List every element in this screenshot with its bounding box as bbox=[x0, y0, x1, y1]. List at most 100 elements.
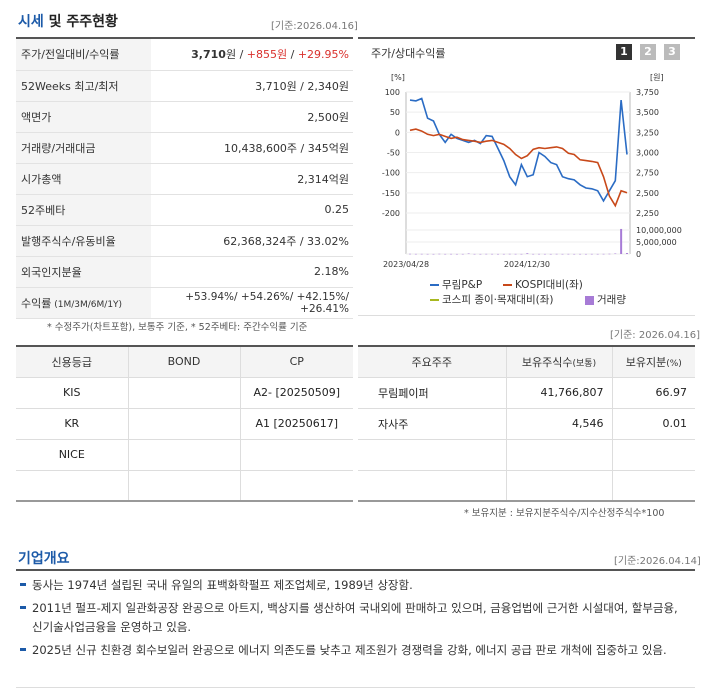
holder-name: 자사주 bbox=[358, 408, 506, 440]
credit-row: KIS A2- [20250509] bbox=[16, 376, 353, 409]
holders-row bbox=[358, 470, 695, 502]
volume-bar bbox=[538, 253, 541, 255]
credit-bond bbox=[127, 376, 241, 409]
legend-swatch bbox=[585, 295, 594, 305]
left-tick-label: 50 bbox=[390, 108, 400, 117]
volume-bar bbox=[438, 253, 441, 255]
quote-value: 2.18% bbox=[151, 256, 353, 288]
quote-label: 거래량/거래대금 bbox=[16, 132, 151, 164]
legend-volume: 거래량 bbox=[585, 292, 626, 307]
quote-row: 거래량/거래대금 10,438,600주 / 345억원 bbox=[16, 132, 353, 164]
holders-row: 무림페이퍼 41,766,807 66.97 bbox=[358, 377, 695, 409]
overview-title: 기업개요 bbox=[18, 551, 70, 567]
quote-value: 10,438,600주 / 345억원 bbox=[151, 132, 353, 164]
credit-header-row: 신용등급 BOND CP bbox=[16, 345, 353, 378]
right-tick-label: 2,750 bbox=[636, 169, 659, 178]
divider bbox=[16, 569, 695, 571]
volume-bar bbox=[502, 253, 505, 255]
legend-kospi: KOSPI대비(좌) bbox=[503, 277, 583, 292]
quote-value: 3,710원 / 2,340원 bbox=[151, 70, 353, 102]
quote-row: 시가총액 2,314억원 bbox=[16, 163, 353, 195]
left-axis-unit: [%] bbox=[391, 73, 405, 82]
right-tick-label: 2,250 bbox=[636, 209, 659, 218]
chart-title: 주가/상대수익률 bbox=[371, 47, 446, 60]
chart-tab-2[interactable]: 2 bbox=[640, 44, 656, 60]
credit-cp bbox=[239, 438, 353, 471]
x-tick-label: 2024/12/30 bbox=[504, 260, 550, 269]
quote-label: 수익률 (1M/3M/6M/1Y) bbox=[16, 287, 151, 319]
volume-bar bbox=[602, 253, 605, 255]
overview-bullet: 2011년 펄프-제지 일관화공장 완공으로 아트지, 백상지를 생산하여 국내… bbox=[20, 599, 690, 637]
quote-value: 62,368,324주 / 33.02% bbox=[151, 225, 353, 257]
credit-agency: KR bbox=[16, 407, 129, 440]
credit-header: CP bbox=[239, 345, 353, 378]
legend-label: 거래량 bbox=[597, 294, 626, 306]
chart-svg: [%] [원] 100 50 0 -50 -100 -150 -200 3,750 3,500 3… bbox=[382, 73, 682, 269]
holder-pct: 0.01 bbox=[611, 408, 695, 440]
volume-bar bbox=[514, 253, 517, 255]
quote-row: 주가/전일대비/수익률 3,710원 / +855원 / +29.95% bbox=[16, 39, 353, 71]
volume-bar bbox=[473, 253, 476, 255]
quote-label: 외국인지분율 bbox=[16, 256, 151, 288]
quote-table: 주가/전일대비/수익률 3,710원 / +855원 / +29.95% 52W… bbox=[16, 39, 353, 319]
volume-bar bbox=[479, 253, 482, 255]
holder-pct bbox=[611, 439, 695, 471]
credit-agency bbox=[16, 469, 129, 502]
holders-header-sub: (보통) bbox=[572, 358, 597, 369]
volume-bar bbox=[426, 253, 429, 255]
quote-footnote: * 수정주가(차트포함), 보통주 기준, * 52주베타: 주간수익률 기준 bbox=[47, 322, 308, 333]
overview-bullet: 2025년 신규 친환경 회수보일러 완공으로 에너지 의존도를 낮추고 제조원… bbox=[20, 641, 690, 660]
right-tick-label: 3,750 bbox=[636, 88, 659, 97]
volume-bar bbox=[596, 253, 599, 255]
quote-label: 52Weeks 최고/최저 bbox=[16, 70, 151, 102]
credit-header: 신용등급 bbox=[16, 345, 129, 378]
volume-bar bbox=[450, 253, 453, 255]
holders-row: 자사주 4,546 0.01 bbox=[358, 408, 695, 440]
right-tick-label: 3,000 bbox=[636, 149, 659, 158]
quote-value: 3,710원 / +855원 / +29.95% bbox=[151, 39, 353, 71]
volume-bar bbox=[555, 253, 558, 255]
left-tick-label: 100 bbox=[385, 88, 400, 97]
holders-header-text: 보유주식수 bbox=[521, 355, 573, 369]
chart-tab-3[interactable]: 3 bbox=[664, 44, 680, 60]
volume-bar bbox=[614, 253, 617, 255]
volume-bar bbox=[573, 253, 576, 255]
legend-stock: 무림P&P bbox=[430, 277, 482, 292]
holders-header-sub: (%) bbox=[666, 358, 682, 369]
chart-tab-1[interactable]: 1 bbox=[616, 44, 632, 60]
section-title-quote: 시세 및 주주현황 bbox=[18, 11, 118, 31]
holder-pct bbox=[611, 470, 695, 502]
volume-bar bbox=[526, 253, 529, 254]
sep: / bbox=[287, 48, 298, 62]
volume-bar bbox=[420, 253, 423, 255]
volume-bar bbox=[496, 253, 499, 255]
quote-label: 액면가 bbox=[16, 101, 151, 133]
holders-footnote: * 보유지분 : 보유지분주식수/지수산정주식수*100 bbox=[464, 508, 665, 519]
holders-date: [기준: 2026.04.16] bbox=[610, 330, 701, 341]
volume-tick-label: 10,000,000 bbox=[636, 226, 682, 235]
holders-header-row: 주요주주 보유주식수(보통) 보유지분(%) bbox=[358, 346, 695, 378]
price-unit: 원 bbox=[225, 48, 237, 62]
volume-bar bbox=[626, 253, 628, 254]
chart-panel bbox=[358, 37, 695, 316]
quote-value: +53.94%/ +54.26%/ +42.15%/ +26.41% bbox=[151, 287, 353, 319]
volume-bar bbox=[532, 253, 535, 255]
volume-bar bbox=[444, 253, 447, 255]
overview-date: [기준:2026.04.14] bbox=[614, 556, 701, 567]
credit-bond bbox=[127, 438, 241, 471]
legend-label: 무림P&P bbox=[442, 279, 483, 291]
legend-label: KOSPI대비(좌) bbox=[515, 279, 583, 291]
legend-label: 코스피 종이·목재대비(좌) bbox=[442, 294, 554, 306]
quote-label: 발행주식수/유동비율 bbox=[16, 225, 151, 257]
holders-header: 주요주주 bbox=[358, 346, 506, 378]
quote-date: [기준:2026.04.16] bbox=[271, 21, 358, 32]
price-value: 3,710 bbox=[191, 48, 226, 62]
credit-header: BOND bbox=[127, 345, 241, 378]
left-tick-label: -200 bbox=[382, 209, 400, 218]
credit-table: 신용등급 BOND CP KIS A2- [20250509] KR A1 [202… bbox=[16, 345, 353, 502]
volume-bar bbox=[467, 253, 470, 255]
holder-shares: 4,546 bbox=[505, 408, 612, 440]
credit-row: NICE bbox=[16, 438, 353, 471]
volume-bar bbox=[549, 253, 552, 255]
divider bbox=[16, 687, 695, 688]
